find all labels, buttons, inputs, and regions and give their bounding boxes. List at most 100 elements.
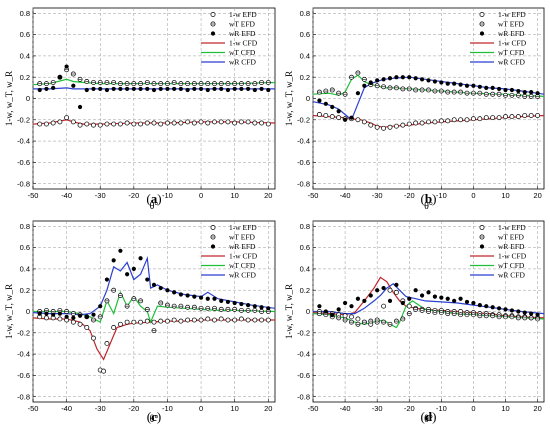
y-tick-label: -0.2 <box>297 328 310 337</box>
data-point <box>71 315 76 320</box>
data-point <box>349 115 354 120</box>
data-layer <box>33 248 275 374</box>
y-tick-label: -0.8 <box>297 392 310 401</box>
data-point <box>266 87 271 93</box>
data-point <box>355 316 361 322</box>
data-point <box>522 90 527 95</box>
data-point <box>483 115 489 121</box>
y-tick-label: 0.6 <box>20 243 30 252</box>
data-point <box>445 118 451 124</box>
data-point <box>239 86 244 92</box>
data-point <box>158 285 163 291</box>
data-point <box>51 85 56 90</box>
data-point <box>238 119 244 125</box>
data-point <box>77 313 83 318</box>
x-tick-label: -10 <box>162 191 173 200</box>
data-point <box>355 296 361 301</box>
panel-a: -50 -40 -30 -20 -10 0 10 20 -0.8 -0.6 -0.4 -0.2 0 0.2… <box>4 7 276 212</box>
data-point <box>238 316 244 322</box>
panel-label: (b) <box>421 191 437 206</box>
data-point <box>205 296 210 301</box>
y-tick-label: -0.6 <box>17 158 30 167</box>
data-point <box>330 104 335 110</box>
x-tick-label: 0 <box>199 191 203 200</box>
data-point <box>185 119 191 125</box>
y-tick-label: 0 <box>26 307 30 316</box>
data-point <box>496 86 502 92</box>
data-point <box>484 85 489 90</box>
data-point <box>445 81 450 86</box>
y-tick-label: 0.8 <box>300 9 310 18</box>
series-line <box>313 74 544 97</box>
data-point <box>104 277 110 282</box>
data-point <box>400 75 405 80</box>
data-point <box>432 119 438 125</box>
x-tick-label: -50 <box>28 191 39 200</box>
data-point <box>496 115 502 121</box>
data-point <box>64 115 70 121</box>
data-point <box>84 325 90 330</box>
data-point <box>124 120 130 126</box>
panel-d: -50 -40 -30 -20 -10 0 10 20 -0.8 -0.6 -0.4 -0.2 0 0.2… <box>284 220 545 425</box>
x-tick-label: 20 <box>533 191 541 200</box>
x-axis-label: θ° <box>424 414 433 425</box>
y-tick-label: 0.2 <box>20 73 30 82</box>
data-point <box>84 121 90 127</box>
x-tick-label: 10 <box>230 191 238 200</box>
panel-label-close: ) <box>157 191 161 206</box>
y-tick-label: 0 <box>306 307 310 316</box>
data-point <box>57 119 63 125</box>
legend-label: 1-w CFD <box>498 252 527 261</box>
data-point <box>265 317 271 323</box>
data-point <box>77 122 83 128</box>
x-tick-label: -10 <box>162 404 173 413</box>
data-point <box>477 303 482 308</box>
y-tick-label: 0.2 <box>300 73 310 82</box>
data-point <box>64 314 69 319</box>
y-tick-label: -0.4 <box>297 137 310 146</box>
data-point <box>252 87 257 93</box>
data-point <box>336 307 341 312</box>
data-point <box>406 121 412 127</box>
x-tick-label: -10 <box>436 404 447 413</box>
legend-marker <box>479 31 485 36</box>
data-point <box>111 121 117 127</box>
data-point <box>452 81 457 86</box>
data-point <box>232 120 238 126</box>
data-point <box>239 301 244 307</box>
data-layer <box>313 70 544 131</box>
y-tick-label: -0.6 <box>297 371 310 380</box>
data-point <box>212 119 217 125</box>
panel-label: (d) <box>421 409 437 424</box>
data-point <box>529 90 534 95</box>
data-point <box>198 119 204 125</box>
y-tick-label: -0.8 <box>17 392 30 401</box>
data-layer <box>33 64 275 128</box>
data-point <box>145 86 150 92</box>
legend-label: wR CFD <box>229 271 256 280</box>
data-point <box>43 121 49 127</box>
data-point <box>131 121 137 127</box>
data-point <box>407 296 412 301</box>
panel-label: (c) <box>147 409 161 424</box>
y-axis-label: 1-w, w_T, w_R <box>284 71 294 126</box>
data-point <box>439 80 444 85</box>
data-point <box>419 120 425 126</box>
data-point <box>496 306 502 311</box>
data-point <box>464 299 470 305</box>
panel-label-close: ) <box>432 409 436 424</box>
data-point <box>426 78 431 83</box>
panel-label-open: ( <box>421 191 425 206</box>
x-tick-label: -20 <box>128 404 139 413</box>
data-point <box>266 306 271 311</box>
data-point <box>252 317 258 323</box>
data-point <box>528 113 534 118</box>
y-tick-label: 0.4 <box>300 52 310 61</box>
data-point <box>432 294 438 299</box>
data-point <box>381 77 386 82</box>
data-point <box>171 317 177 323</box>
data-point <box>342 313 348 319</box>
x-axis-label: θ° <box>150 201 159 212</box>
data-point <box>91 335 96 341</box>
data-point <box>413 76 418 81</box>
